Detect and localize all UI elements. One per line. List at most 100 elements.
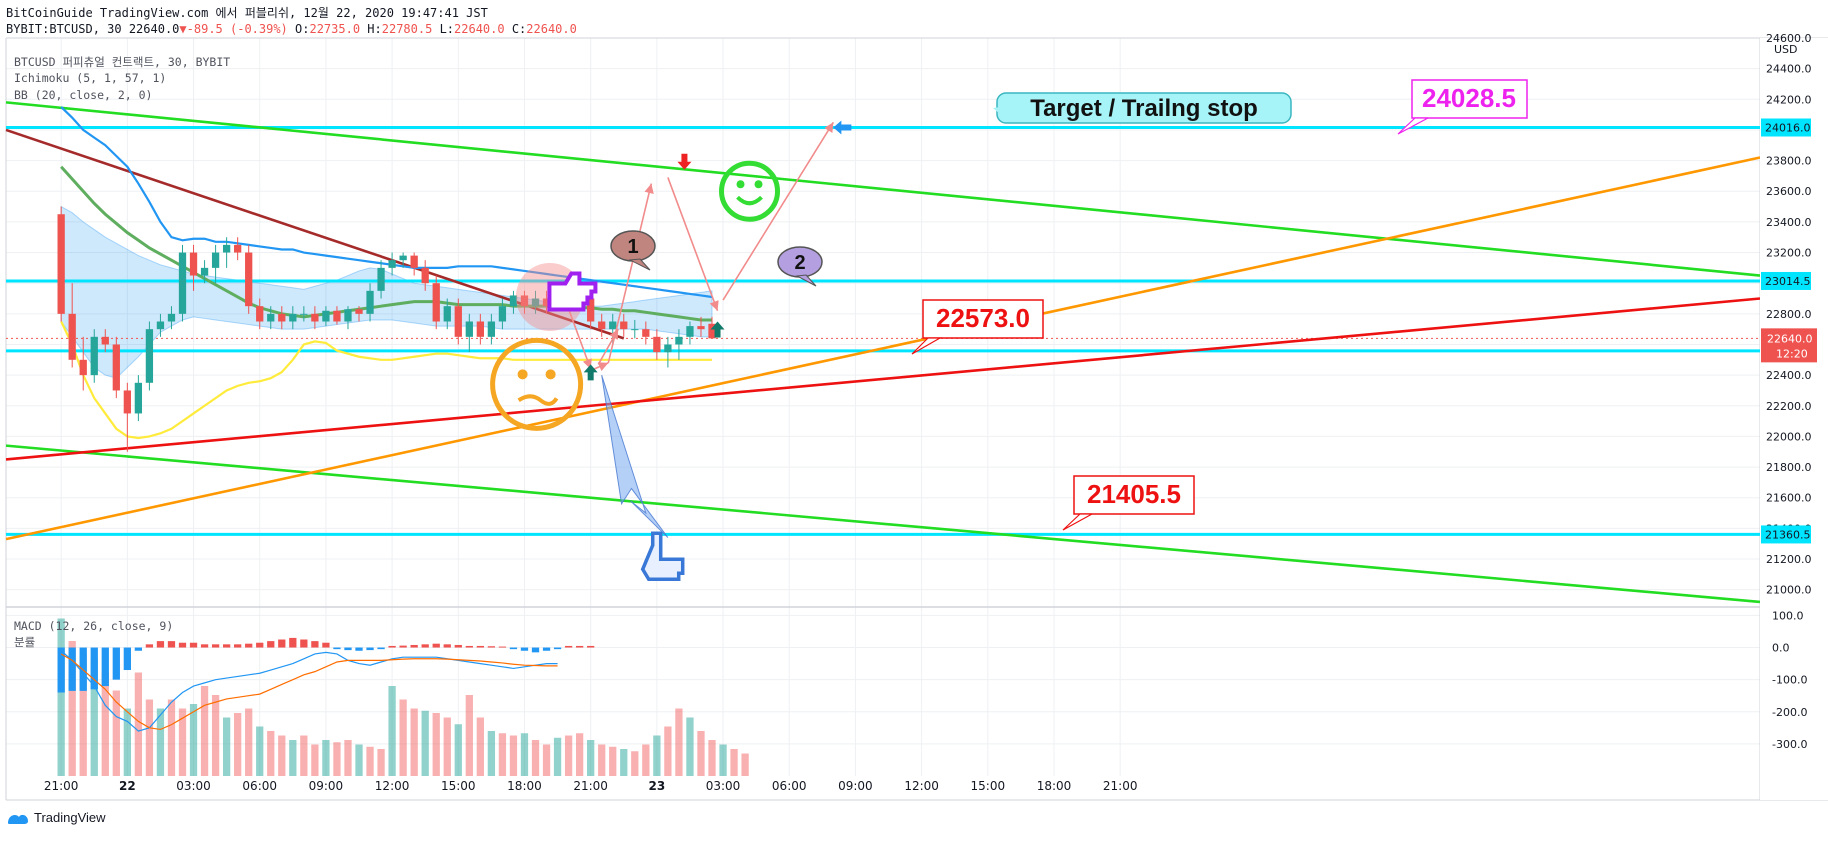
trendline-darkred — [5, 128, 625, 340]
level-badge — [1761, 118, 1811, 137]
candle-body — [178, 252, 187, 314]
volume-bar — [708, 740, 716, 776]
volume-bar — [366, 746, 374, 776]
macd-hist-bar — [553, 647, 562, 650]
price-tick-label: 21600.0 — [1766, 492, 1812, 505]
candle-body — [145, 329, 154, 383]
macd-hist-bar — [178, 642, 187, 648]
low-value: 22640.0 — [454, 22, 505, 36]
volume-bar — [653, 735, 661, 776]
trendline-orange — [5, 156, 1761, 541]
candle-body — [245, 252, 253, 307]
price-callout-24028: 24028.5 — [1397, 79, 1528, 135]
volume-bar — [234, 713, 242, 776]
macd-tick-label: 0.0 — [1772, 642, 1790, 655]
price-22573-text: 22573.0 — [936, 303, 1030, 333]
candle-body — [234, 244, 242, 253]
macd-panel — [57, 618, 749, 776]
smiley-eye — [754, 180, 763, 189]
time-tick-label: 12:00 — [904, 779, 939, 793]
price-tick-label: 24200.0 — [1766, 93, 1812, 106]
candle-body — [112, 344, 120, 391]
volume-bar — [189, 704, 198, 776]
volume-bar — [609, 746, 617, 776]
candle-body — [675, 336, 683, 345]
price-tick-label: 23200.0 — [1766, 247, 1812, 260]
volume-bar — [675, 708, 683, 776]
price-change: -89.5 (-0.39%) — [186, 22, 288, 36]
target-label: Target / Trailng stop — [1030, 95, 1258, 122]
volume-bar — [156, 708, 165, 776]
currency-label: USD — [1774, 43, 1798, 56]
price-callout-21405: 21405.5 — [1062, 475, 1195, 531]
macd-hist-bar — [68, 647, 76, 691]
macd-hist-bar — [399, 645, 407, 648]
time-tick-label: 21:00 — [44, 779, 79, 793]
low-label: L: — [439, 22, 455, 36]
candle-body — [509, 295, 518, 307]
candle-body — [68, 313, 76, 360]
candle-body — [476, 321, 484, 337]
volume-bar — [278, 735, 286, 776]
volume-bar — [311, 744, 319, 776]
macd-hist-bar — [333, 647, 341, 650]
drawings — [490, 120, 852, 582]
price-21405-text: 21405.5 — [1087, 479, 1181, 509]
price-callout-22573: 22573.0 — [911, 299, 1044, 355]
symbol-text: BYBIT:BTCUSD, 30 — [6, 22, 129, 36]
price-tick-label: 21000.0 — [1766, 584, 1812, 597]
price-tick-label: 24600.0 — [1766, 32, 1812, 45]
bb-lower-line — [60, 321, 713, 440]
volume-bar — [476, 717, 484, 776]
price-tick-label: 22200.0 — [1766, 400, 1812, 413]
volume-bar — [631, 751, 639, 776]
candle-body — [708, 323, 716, 339]
candle-body — [211, 252, 220, 268]
macd-hist-bar — [509, 647, 518, 650]
close-label: C: — [511, 22, 527, 36]
candle-body — [465, 321, 473, 337]
macd-hist-bar — [311, 641, 319, 648]
volume-bar — [145, 699, 154, 776]
time-tick-label: 03:00 — [176, 779, 211, 793]
smiley-mouth — [736, 195, 763, 206]
candle-body — [156, 321, 165, 330]
volume-bar — [520, 733, 529, 776]
footer-brand[interactable]: TradingView — [6, 810, 106, 825]
sell-arrow-icon — [677, 153, 692, 170]
legend-macd[interactable]: MACD (12, 26, close, 9) — [14, 619, 174, 633]
price-24028-text: 24028.5 — [1422, 83, 1516, 113]
buy-arrow-icon — [583, 364, 598, 381]
candle-body — [653, 336, 661, 353]
macd-hist-bar — [189, 642, 198, 648]
candle-body — [631, 329, 639, 331]
close-value: 22640.0 — [526, 22, 577, 36]
legend-symbol[interactable]: BTCUSD 퍼피츄얼 컨트랙트, 30, BYBIT — [14, 55, 231, 69]
macd-hist-bar — [57, 647, 65, 693]
confused-eye — [545, 369, 556, 380]
volume-bar — [123, 708, 131, 776]
legend-bb[interactable]: BB (20, close, 2, 0) — [14, 88, 153, 102]
volume-bar — [575, 733, 584, 776]
macd-hist-bar — [300, 639, 308, 648]
indicator-lines — [60, 106, 713, 440]
macd-hist-bar — [167, 641, 176, 648]
price-tick-label: 24400.0 — [1766, 63, 1812, 76]
candle-body — [101, 336, 109, 345]
macd-hist-bar — [222, 644, 231, 648]
volume-bar — [642, 744, 650, 776]
volume-bar — [719, 744, 727, 776]
legend-ichimoku[interactable]: Ichimoku (5, 1, 57, 1) — [14, 71, 167, 85]
macd-hist-bar — [366, 647, 374, 651]
macd-line — [60, 650, 558, 732]
candle-body — [542, 298, 551, 307]
price-tick-label: 23600.0 — [1766, 185, 1812, 198]
volume-bar — [211, 695, 220, 776]
volume-bar — [68, 641, 76, 776]
macd-hist-bar — [564, 645, 573, 648]
bb-upper-line — [60, 106, 713, 299]
candle-body — [664, 344, 672, 353]
current-price-badge — [1761, 328, 1817, 363]
macd-hist-bar — [322, 642, 330, 648]
